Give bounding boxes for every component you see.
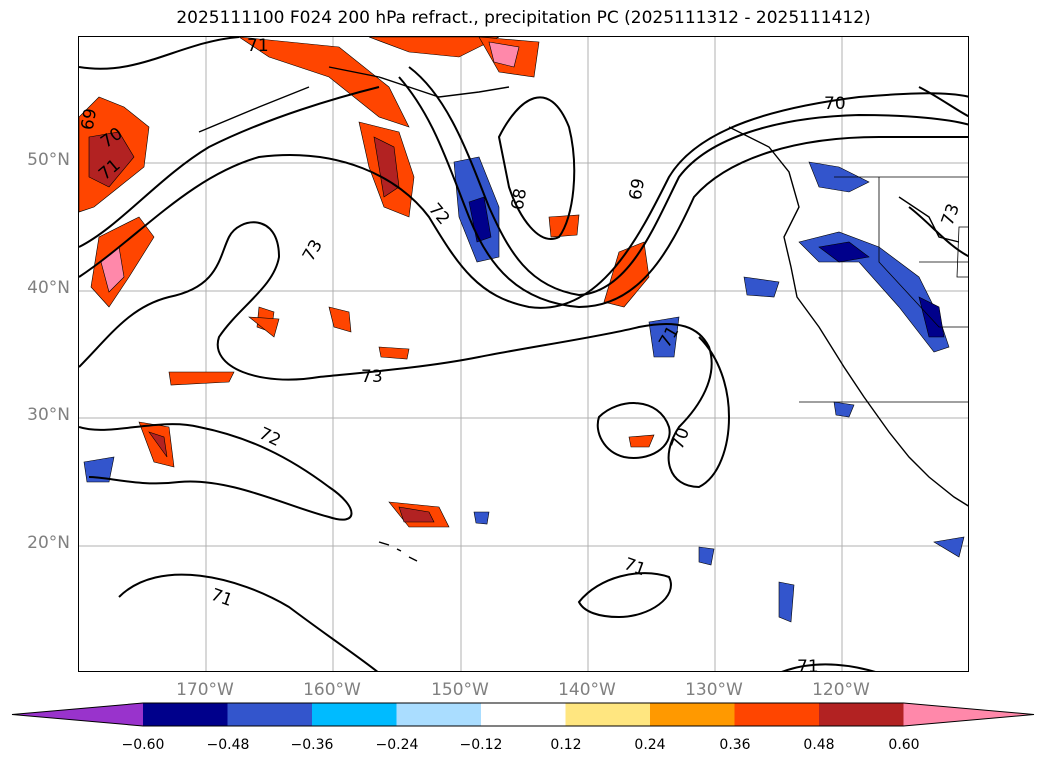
precip-negative-areas — [83, 156, 965, 623]
lat-label-40n: 40°N — [27, 278, 70, 298]
colorbar-tick-label: 0.48 — [803, 737, 835, 753]
contour-label: 70 — [668, 425, 694, 452]
contour-label: 69 — [626, 177, 649, 202]
contour-label: 68 — [508, 187, 531, 212]
map-panel: 71 69 70 71 72 73 73 72 71 68 69 70 73 7… — [78, 36, 969, 672]
colorbar-segment — [650, 703, 735, 726]
contour-label: 69 — [79, 107, 101, 132]
gridlines — [79, 37, 968, 671]
colorbar-segment — [143, 703, 228, 726]
lat-label-30n: 30°N — [27, 405, 70, 425]
colorbar-tick-label: 0.60 — [888, 737, 920, 753]
contour-label: 71 — [208, 585, 235, 611]
colorbar-tick-label: −0.48 — [206, 737, 250, 753]
lat-label-50n: 50°N — [27, 150, 70, 170]
contour-label: 73 — [938, 201, 964, 228]
lon-label-170w: 170°W — [176, 680, 234, 700]
precip-positive-areas — [79, 37, 655, 528]
lon-label-160w: 160°W — [303, 680, 361, 700]
colorbar-segment — [565, 703, 651, 726]
colorbar-segment — [819, 703, 904, 726]
colorbar-tick-label: 0.24 — [634, 737, 666, 753]
coastlines — [198, 66, 968, 562]
colorbar-tick-label: −0.12 — [459, 737, 503, 753]
colorbar-tick-label: −0.60 — [121, 737, 165, 753]
contour-label: 71 — [797, 657, 819, 672]
lon-label-130w: 130°W — [685, 680, 743, 700]
contour-label: 72 — [424, 199, 453, 228]
lon-label-140w: 140°W — [558, 680, 616, 700]
colorbar-segment — [312, 703, 397, 726]
colorbar-extension-high — [903, 703, 1034, 726]
colorbar-tick-label: 0.36 — [719, 737, 751, 753]
colorbar-tick-label: 0.12 — [550, 737, 582, 753]
lat-label-20n: 20°N — [27, 533, 70, 553]
refractivity-contours — [79, 37, 968, 671]
contour-label: 73 — [361, 367, 383, 387]
colorbar-segment — [396, 703, 482, 726]
colorbar-extension-low — [12, 703, 143, 726]
contour-label: 70 — [824, 94, 846, 114]
contour-label: 71 — [621, 554, 648, 580]
lon-label-120w: 120°W — [812, 680, 870, 700]
colorbar — [11, 702, 1035, 727]
colorbar-tick-label: −0.24 — [375, 737, 419, 753]
map-canvas: 71 69 70 71 72 73 73 72 71 68 69 70 73 7… — [79, 37, 968, 672]
colorbar-segment — [734, 703, 820, 726]
lon-label-150w: 150°W — [431, 680, 489, 700]
map-title: 2025111100 F024 200 hPa refract., precip… — [176, 8, 871, 28]
colorbar-outline — [11, 702, 1035, 727]
state-borders — [799, 176, 968, 403]
contour-label: 71 — [247, 37, 269, 56]
colorbar-segment — [227, 703, 313, 726]
colorbar-tick-label: −0.36 — [290, 737, 334, 753]
contour-label: 73 — [299, 236, 327, 265]
colorbar-segment — [481, 703, 566, 726]
